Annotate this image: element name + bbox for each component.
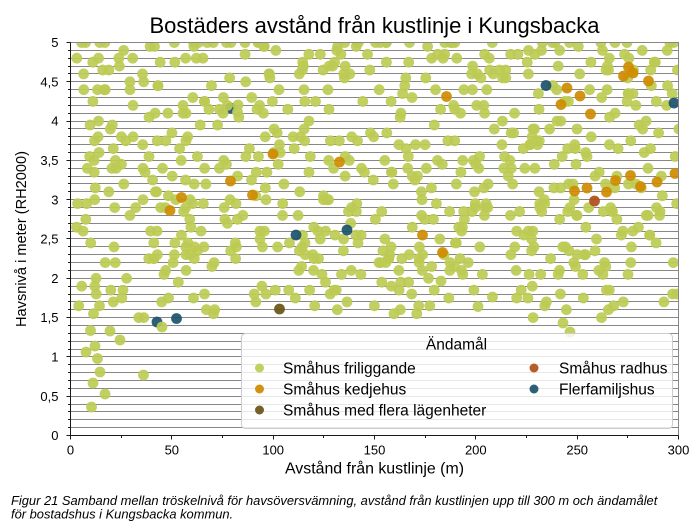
svg-text:1: 1 — [51, 350, 58, 365]
svg-text:Avstånd från kustlinje (m): Avstånd från kustlinje (m) — [285, 460, 464, 478]
svg-text:Bostäders avstånd från kustlin: Bostäders avstånd från kustlinje i Kungs… — [149, 13, 600, 38]
svg-text:Figur 21 Samband mellan tröske: Figur 21 Samband mellan tröskelnivå för … — [11, 493, 659, 508]
svg-text:för bostadshus i Kungsbacka ko: för bostadshus i Kungsbacka kommun. — [11, 507, 233, 522]
svg-text:3: 3 — [51, 192, 58, 207]
svg-text:5: 5 — [51, 35, 58, 50]
svg-text:1,5: 1,5 — [40, 310, 58, 325]
svg-text:100: 100 — [262, 443, 284, 458]
svg-text:200: 200 — [465, 443, 487, 458]
svg-text:300: 300 — [668, 443, 690, 458]
svg-text:Småhus friliggande: Småhus friliggande — [283, 360, 416, 377]
svg-text:150: 150 — [364, 443, 386, 458]
svg-text:2,5: 2,5 — [40, 232, 58, 247]
svg-text:4: 4 — [51, 114, 58, 129]
svg-text:Småhus kedjehus: Småhus kedjehus — [283, 381, 406, 398]
svg-text:3,5: 3,5 — [40, 153, 58, 168]
svg-text:Småhus radhus: Småhus radhus — [559, 360, 668, 377]
svg-text:Havsnivå i meter (RH2000): Havsnivå i meter (RH2000) — [14, 151, 30, 327]
svg-text:250: 250 — [566, 443, 588, 458]
svg-text:0: 0 — [51, 428, 58, 443]
svg-text:0: 0 — [67, 443, 74, 458]
svg-text:2: 2 — [51, 271, 58, 286]
svg-text:Småhus med flera lägenheter: Småhus med flera lägenheter — [283, 402, 486, 419]
svg-text:4,5: 4,5 — [40, 74, 58, 89]
svg-text:Flerfamiljshus: Flerfamiljshus — [559, 381, 655, 398]
svg-text:0,5: 0,5 — [40, 389, 58, 404]
svg-text:Ändamål: Ändamål — [426, 337, 487, 354]
svg-text:50: 50 — [165, 443, 179, 458]
